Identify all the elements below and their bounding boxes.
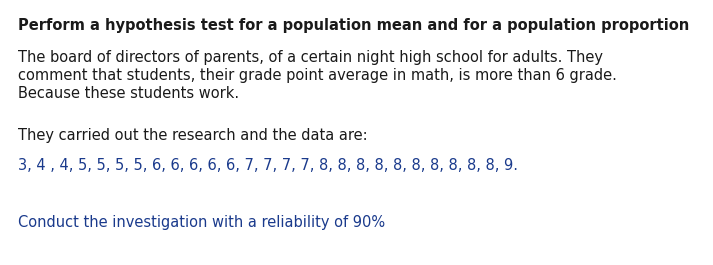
Text: Because these students work.: Because these students work. xyxy=(18,86,239,101)
Text: They carried out the research and the data are:: They carried out the research and the da… xyxy=(18,128,368,143)
Text: Conduct the investigation with a reliability of 90%: Conduct the investigation with a reliabi… xyxy=(18,215,385,230)
Text: comment that students, their grade point average in math, is more than 6 grade.: comment that students, their grade point… xyxy=(18,68,617,83)
Text: 3, 4 , 4, 5, 5, 5, 5, 6, 6, 6, 6, 6, 7, 7, 7, 7, 8, 8, 8, 8, 8, 8, 8, 8, 8, 8, 9: 3, 4 , 4, 5, 5, 5, 5, 6, 6, 6, 6, 6, 7, … xyxy=(18,158,518,173)
Text: The board of directors of parents, of a certain night high school for adults. Th: The board of directors of parents, of a … xyxy=(18,50,603,65)
Text: Perform a hypothesis test for a population mean and for a population proportion: Perform a hypothesis test for a populati… xyxy=(18,18,689,33)
